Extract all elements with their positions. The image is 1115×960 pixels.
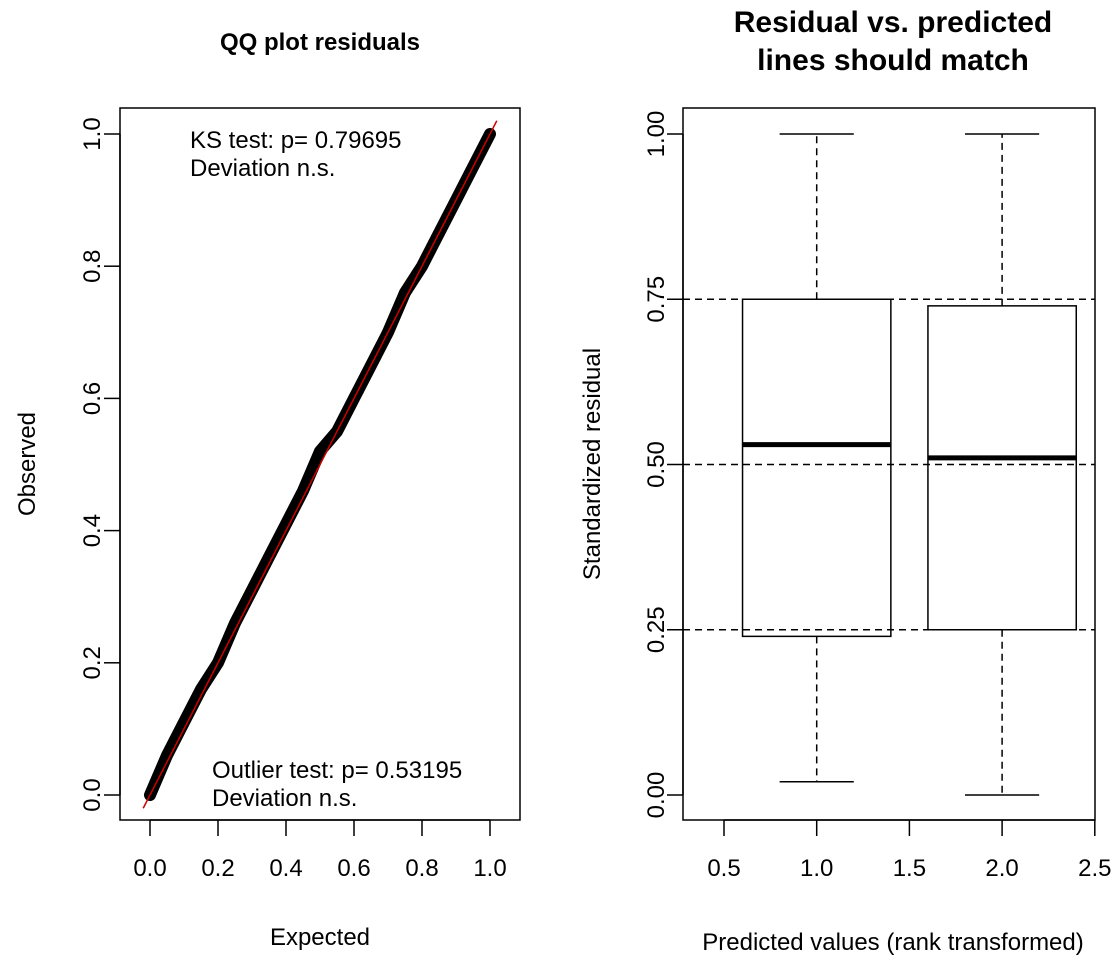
qq-plot-title: QQ plot residuals (220, 29, 420, 56)
qq-y-tick-label: 0.6 (79, 382, 106, 415)
qq-y-tick-label: 0.4 (79, 514, 106, 547)
boxplot-y-tick-label: 0.00 (643, 772, 670, 819)
qq-y-tick-label: 0.2 (79, 646, 106, 679)
boxplot-title-line-1: Residual vs. predicted (734, 6, 1052, 39)
boxplot-title-line-2: lines should match (757, 44, 1029, 77)
boxplot-x-axis: 0.5 1.0 1.5 2.0 2.5 (707, 819, 1111, 882)
qq-plot-x-axis: 0.0 0.2 0.4 0.6 0.8 1.0 (133, 819, 507, 882)
boxplot-box (927, 305, 1078, 631)
qq-y-tick-label: 0.8 (79, 250, 106, 283)
residual-vs-predicted-panel: Residual vs. predicted lines should matc… (579, 6, 1111, 956)
boxplot-y-tick-label: 1.00 (643, 111, 670, 158)
qq-y-tick-label: 1.0 (79, 117, 106, 150)
boxplot-y-tick-label: 0.25 (643, 606, 670, 653)
boxplot-area (683, 133, 1095, 796)
qq-reference-line (142, 120, 498, 809)
qq-y-tick-label: 0.0 (79, 778, 106, 811)
qq-plot-x-label: Expected (270, 924, 370, 951)
outlier-test-annotation-line-2: Deviation n.s. (212, 785, 357, 812)
boxplot-x-tick-label: 2.0 (985, 855, 1018, 882)
qq-plot-y-axis: 0.0 0.2 0.4 0.6 0.8 1.0 (79, 117, 121, 812)
boxplot-x-tick-label: 1.5 (893, 855, 926, 882)
qq-x-tick-label: 1.0 (473, 855, 506, 882)
qq-x-tick-label: 0.4 (269, 855, 302, 882)
qq-x-tick-label: 0.0 (133, 855, 166, 882)
qq-plot-panel: QQ plot residuals Expected Observed 0.0 0… (14, 29, 521, 951)
ks-test-annotation-line-1: KS test: p= 0.79695 (190, 127, 402, 154)
boxplot-y-axis: 0.00 0.25 0.50 0.75 1.00 (643, 111, 684, 819)
ks-test-annotation-line-2: Deviation n.s. (190, 155, 335, 182)
qq-x-tick-label: 0.6 (337, 855, 370, 882)
qq-x-tick-label: 0.8 (405, 855, 438, 882)
qq-x-tick-label: 0.2 (201, 855, 234, 882)
boxplot-y-tick-label: 0.75 (643, 276, 670, 323)
boxplot-x-label: Predicted values (rank transformed) (702, 929, 1084, 956)
boxplot-x-tick-label: 1.0 (800, 855, 833, 882)
boxplot-y-label: Standardized residual (579, 348, 606, 580)
qq-plot-area (142, 120, 498, 809)
qq-plot-y-label: Observed (14, 412, 41, 516)
qq-point (315, 446, 325, 457)
outlier-test-annotation-line-1: Outlier test: p= 0.53195 (212, 757, 462, 784)
boxplot-y-tick-label: 0.50 (643, 441, 670, 488)
boxplot-x-tick-label: 2.5 (1078, 855, 1111, 882)
boxplot-x-tick-label: 0.5 (707, 855, 740, 882)
